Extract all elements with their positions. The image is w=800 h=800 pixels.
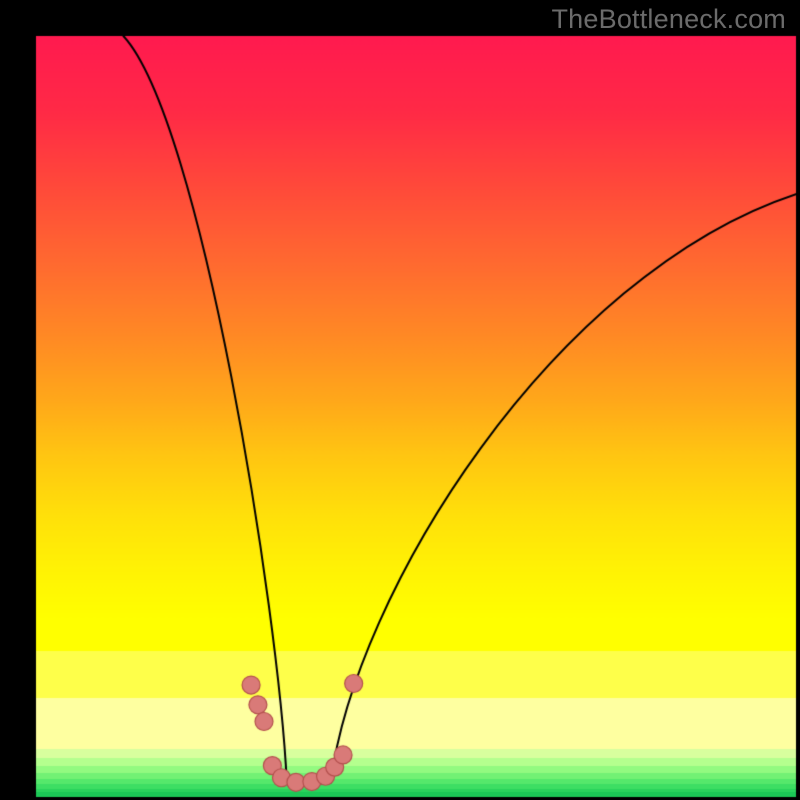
watermark-text: TheBottleneck.com xyxy=(551,4,786,35)
chart-stage: TheBottleneck.com xyxy=(0,0,800,800)
bottleneck-curve-chart xyxy=(0,0,800,800)
